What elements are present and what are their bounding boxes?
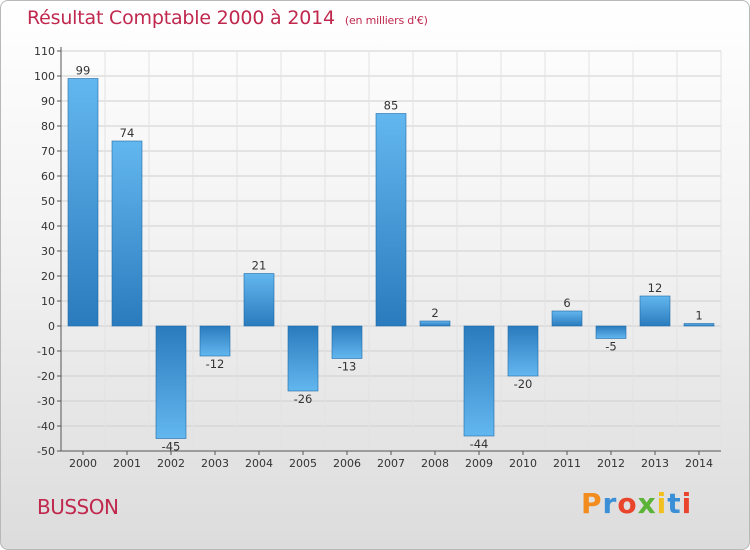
y-tick-label: -20 <box>37 370 55 383</box>
bar <box>111 140 143 327</box>
x-tick-label: 2005 <box>289 457 317 470</box>
y-tick-label: 80 <box>41 120 55 133</box>
logo-letter: r <box>602 487 618 520</box>
bar <box>243 273 275 327</box>
data-label: 85 <box>384 99 399 113</box>
y-tick-label: 110 <box>34 45 55 58</box>
data-label: -13 <box>338 360 357 374</box>
x-tick-label: 2001 <box>113 457 141 470</box>
x-tick-label: 2004 <box>245 457 273 470</box>
bar <box>419 320 451 327</box>
chart-title-text: Résultat Comptable 2000 à 2014 <box>27 7 335 29</box>
y-tick-label: -40 <box>37 420 55 433</box>
proxiti-logo: Proxiti <box>581 487 692 520</box>
y-tick-label: -30 <box>37 395 55 408</box>
logo-letter: i <box>656 487 668 520</box>
data-label: 74 <box>120 126 135 140</box>
x-tick-label: 2009 <box>465 457 493 470</box>
y-tick-label: 50 <box>41 195 55 208</box>
data-label: 2 <box>431 306 438 320</box>
commune-name: BUSSON <box>37 495 119 519</box>
y-tick-label: 70 <box>41 145 55 158</box>
bar <box>67 78 99 327</box>
chart-title: Résultat Comptable 2000 à 2014 (en millie… <box>27 7 428 29</box>
bar <box>199 325 231 357</box>
bar <box>683 323 715 327</box>
bar <box>595 325 627 339</box>
data-label: 1 <box>695 309 702 323</box>
data-label: 99 <box>76 64 91 78</box>
bar <box>639 295 671 327</box>
data-label: 6 <box>563 296 570 310</box>
y-tick-label: 90 <box>41 95 55 108</box>
logo-letter: P <box>581 487 603 520</box>
x-tick-label: 2011 <box>553 457 581 470</box>
bar <box>507 325 539 377</box>
x-tick-label: 2010 <box>509 457 537 470</box>
data-label: -26 <box>294 392 313 406</box>
bar <box>331 325 363 359</box>
data-label: -20 <box>514 377 533 391</box>
x-tick-label: 2000 <box>69 457 97 470</box>
y-tick-label: -10 <box>37 345 55 358</box>
x-tick-label: 2007 <box>377 457 405 470</box>
y-tick-label: 60 <box>41 170 55 183</box>
logo-letter: x <box>637 487 657 520</box>
data-label: 21 <box>252 259 267 273</box>
y-tick-label: 100 <box>34 70 55 83</box>
y-tick-label: 10 <box>41 295 55 308</box>
x-tick-label: 2012 <box>597 457 625 470</box>
y-tick-label: 0 <box>48 320 55 333</box>
x-tick-label: 2003 <box>201 457 229 470</box>
x-tick-label: 2006 <box>333 457 361 470</box>
x-tick-label: 2013 <box>641 457 669 470</box>
logo-letter: i <box>681 487 693 520</box>
x-tick-label: 2014 <box>685 457 713 470</box>
data-label: 12 <box>648 281 663 295</box>
x-tick-label: 2008 <box>421 457 449 470</box>
bar <box>551 310 583 327</box>
y-tick-label: -50 <box>37 445 55 458</box>
y-tick-label: 20 <box>41 270 55 283</box>
y-tick-label: 40 <box>41 220 55 233</box>
data-label: -5 <box>605 340 616 354</box>
bar <box>287 325 319 392</box>
logo-letter: t <box>667 487 682 520</box>
bar <box>155 325 187 439</box>
data-label: -44 <box>470 437 489 451</box>
x-tick-label: 2002 <box>157 457 185 470</box>
y-tick-label: 30 <box>41 245 55 258</box>
chart-subtitle: (en milliers d'€) <box>344 14 428 27</box>
data-label: -12 <box>206 357 225 371</box>
bar <box>463 325 495 437</box>
bar <box>375 113 407 327</box>
logo-letter: o <box>617 487 638 520</box>
data-label: -45 <box>162 440 181 454</box>
